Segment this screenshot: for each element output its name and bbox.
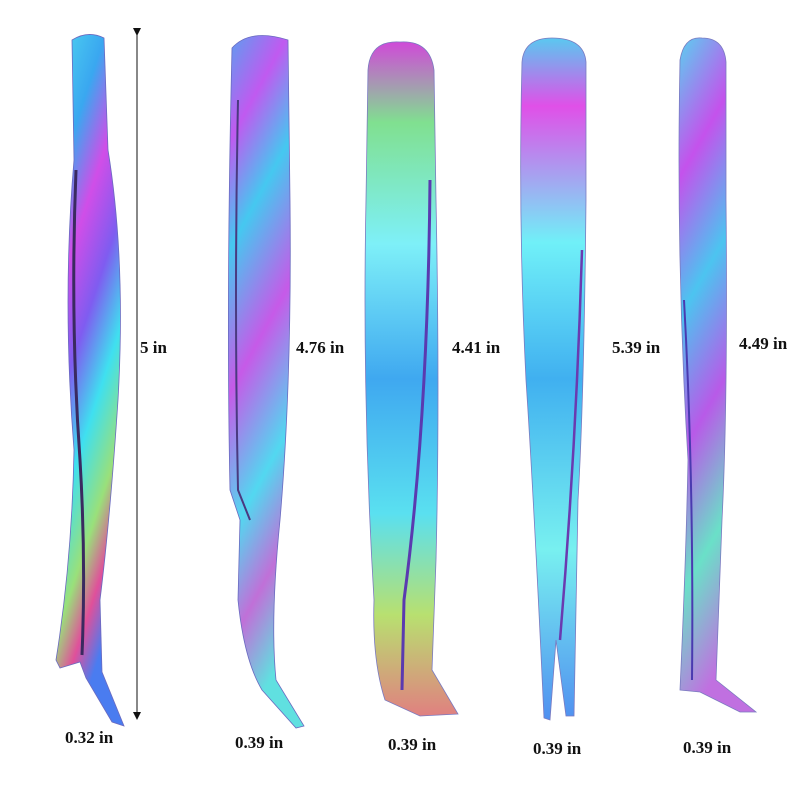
tweezer-gap xyxy=(683,299,694,681)
tweezer-gap xyxy=(558,249,584,641)
width-label: 0.32 in xyxy=(65,728,114,747)
tweezer-gap xyxy=(235,99,251,521)
width-label: 0.39 in xyxy=(235,733,284,752)
width-label: 0.39 in xyxy=(388,735,437,754)
length-label: 4.49 in xyxy=(739,334,788,353)
length-label: 5 in xyxy=(140,338,167,357)
length-label: 4.41 in xyxy=(452,338,501,357)
length-label: 5.39 in xyxy=(612,338,661,357)
width-label: 0.39 in xyxy=(683,738,732,757)
tweezer xyxy=(678,37,758,713)
tweezer xyxy=(520,37,587,721)
tweezer xyxy=(228,35,305,729)
width-label: 0.39 in xyxy=(533,739,582,758)
length-label: 4.76 in xyxy=(296,338,345,357)
tweezer xyxy=(55,34,125,727)
tweezer xyxy=(364,41,459,717)
tweezer-gap xyxy=(400,179,432,691)
tweezer-gap xyxy=(72,169,86,656)
